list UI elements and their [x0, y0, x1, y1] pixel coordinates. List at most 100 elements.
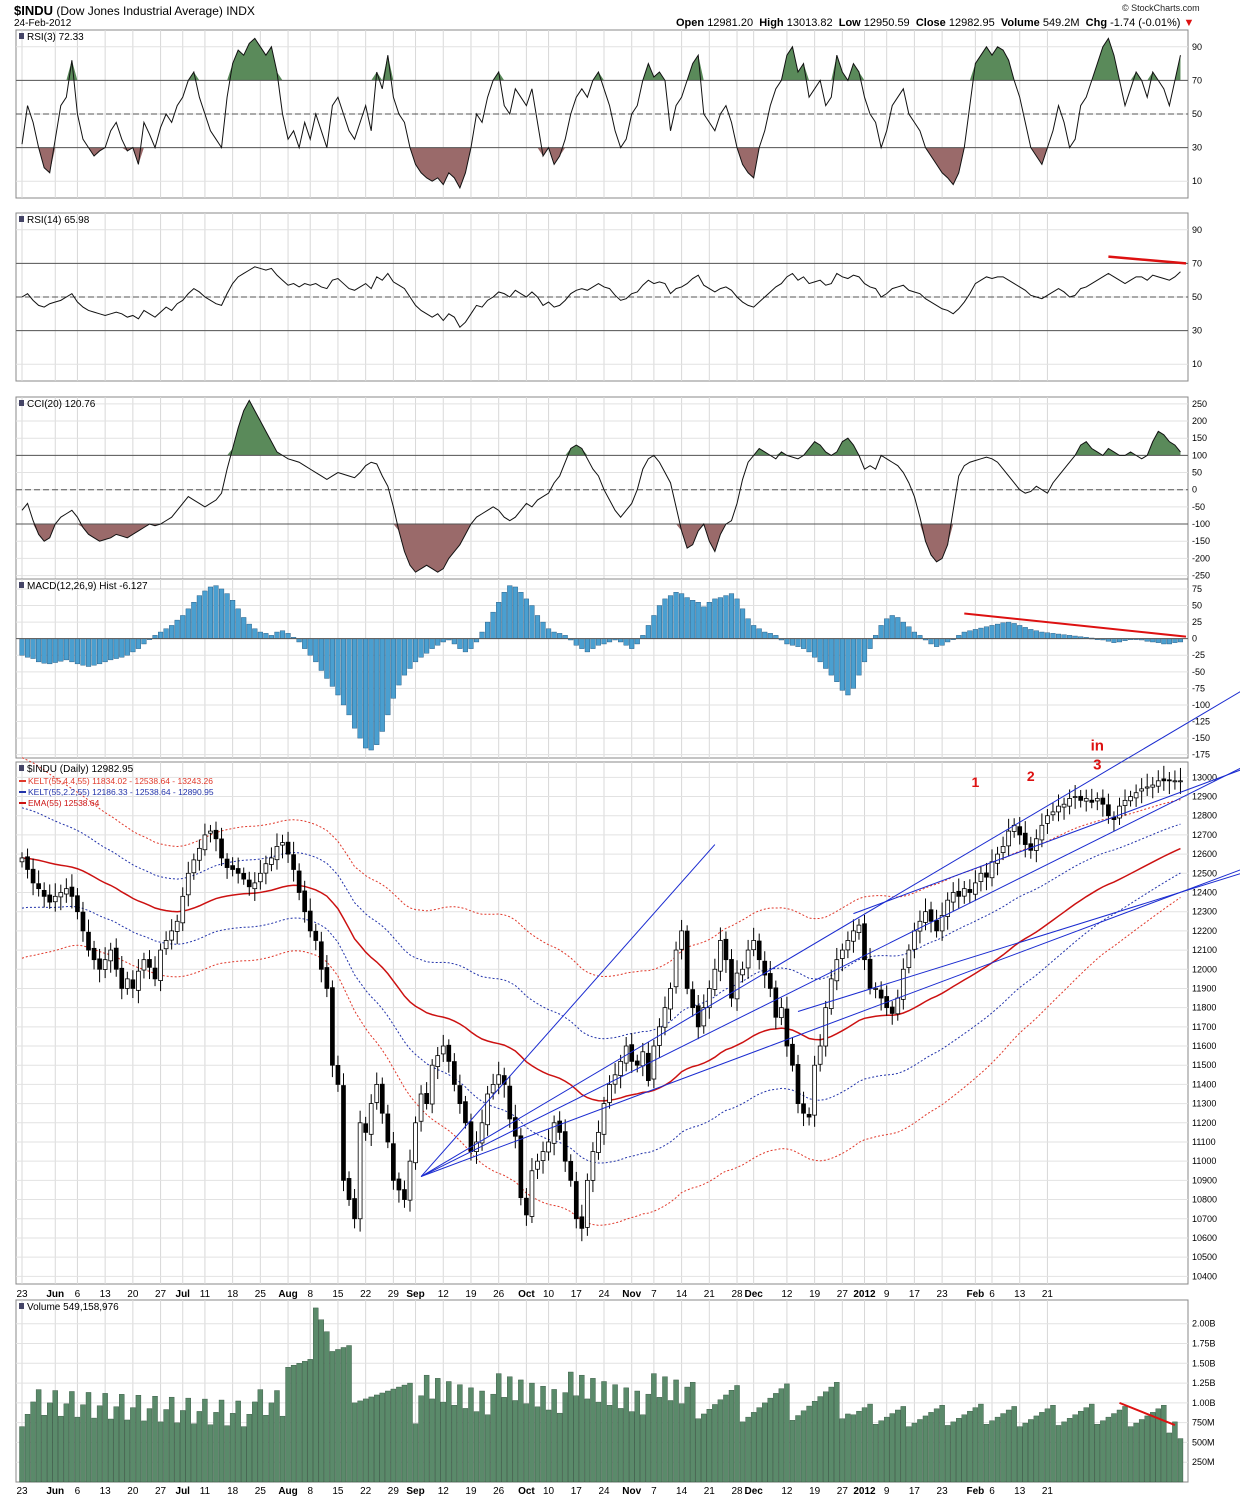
macd-hist-bar	[823, 638, 829, 669]
volume-bar	[1177, 1438, 1184, 1483]
price-candle-body	[973, 882, 978, 895]
macd-hist-bar	[379, 638, 385, 732]
price-x-tick-label: 27	[155, 1289, 167, 1300]
price-candle-body	[208, 830, 213, 834]
chart-title: $INDU (Dow Jones Industrial Average) IND…	[14, 3, 255, 18]
price-ytick-label: 10800	[1192, 1195, 1217, 1205]
volume-bar	[950, 1421, 956, 1483]
macd-hist-bar	[374, 638, 380, 745]
price-candle-body	[646, 1052, 651, 1081]
macd-hist-bar	[36, 638, 42, 663]
macd-hist-bar	[983, 626, 990, 639]
macd-ytick-label: -100	[1192, 700, 1210, 710]
macd-hist-bar	[978, 627, 984, 639]
volume-bar	[823, 1391, 829, 1483]
rsi3-oversold-fill	[22, 147, 1181, 188]
volume-x-tick-label: Oct	[518, 1486, 535, 1497]
cci20-title: CCI(20) 120.76	[27, 399, 96, 410]
macd-hist-bar	[97, 638, 103, 665]
macd-hist-bar	[856, 638, 862, 676]
macd-hist-bar	[584, 638, 590, 653]
ema-line	[21, 847, 1181, 1102]
macd-hist-bar	[795, 638, 801, 647]
volume-x-tick-label: 21	[1042, 1486, 1054, 1497]
price-candle-body	[989, 861, 995, 879]
symbol: $INDU	[14, 3, 54, 18]
volume-bar	[573, 1395, 579, 1483]
macd-hist-bar	[895, 617, 901, 639]
macd-hist-bar	[695, 602, 701, 639]
volume-x-tick-label: Feb	[966, 1486, 984, 1497]
price-x-tick-label: 17	[909, 1289, 921, 1300]
volume-bar	[501, 1397, 507, 1483]
volume-title-group: Volume 549,158,976	[19, 1302, 119, 1313]
price-candle-body	[828, 978, 834, 1010]
price-x-tick-label: 12	[438, 1289, 450, 1300]
volume-bar	[750, 1412, 757, 1483]
volume-bar	[568, 1371, 574, 1483]
macd-hist-bar	[900, 621, 906, 639]
volume-x-tick-label: 11	[200, 1486, 211, 1497]
price-candle-body	[147, 959, 152, 968]
volume-ytick-label: 1.25B	[1192, 1378, 1216, 1388]
rsi3-ytick-label: 30	[1192, 143, 1202, 153]
price-title-group: $INDU (Daily) 12982.95	[19, 764, 134, 775]
price-candle-body	[413, 1122, 418, 1164]
rsi14-ytick-label: 90	[1192, 225, 1202, 235]
volume-bar	[412, 1423, 419, 1483]
macd-hist-bar	[218, 588, 225, 639]
volume-bar	[168, 1396, 175, 1483]
volume-bar	[1044, 1408, 1051, 1483]
volume-bar	[185, 1397, 191, 1483]
price-ytick-label: 11100	[1192, 1137, 1216, 1147]
volume-bar	[379, 1392, 385, 1483]
price-candle-body	[136, 970, 141, 991]
volume-bar	[595, 1401, 602, 1483]
macd-hist-bar	[629, 638, 635, 649]
price-candle-body	[213, 829, 219, 840]
volume-ytick-label: 1.50B	[1192, 1358, 1216, 1368]
volume-x-tick-label: 29	[388, 1486, 400, 1497]
macd-hist-bar	[19, 638, 25, 656]
price-x-tick-label: 14	[676, 1289, 688, 1300]
price-candle-body	[568, 1160, 574, 1181]
macd-hist-bar	[523, 598, 529, 639]
price-ytick-label: 11700	[1192, 1022, 1216, 1032]
price-x-tick-label: 23	[16, 1289, 28, 1300]
price-x-tick-label: 13	[100, 1289, 112, 1300]
volume-bar	[1000, 1413, 1006, 1483]
macd-hist-bar	[1055, 633, 1062, 639]
macd-hist-bar	[850, 638, 856, 689]
volume-bar	[146, 1408, 153, 1483]
price-x-tick-label: 24	[598, 1289, 610, 1300]
macd-hist-bar	[30, 638, 36, 659]
volume-bar	[418, 1395, 424, 1483]
rsi3-title-icon	[19, 33, 24, 39]
macd-hist-bar	[74, 638, 80, 665]
volume-bar	[301, 1361, 308, 1483]
volume-bar	[47, 1402, 53, 1483]
price-candle-body	[1139, 788, 1144, 792]
macd-hist-bar	[479, 631, 485, 639]
price-candle-body	[440, 1045, 446, 1055]
volume-x-tick-label: Jun	[46, 1486, 64, 1497]
macd-hist-bar	[651, 615, 657, 639]
volume-bar	[1089, 1403, 1095, 1483]
price-candle-body	[230, 865, 235, 870]
volume-bar	[562, 1392, 568, 1483]
macd-hist-bar	[911, 631, 917, 639]
macd-hist-bar	[806, 638, 812, 653]
price-candle-body	[1128, 796, 1133, 802]
macd-hist-bar	[457, 638, 463, 649]
volume-bar	[1166, 1432, 1173, 1483]
price-x-tick-label: 19	[809, 1289, 821, 1300]
macd-hist-bar	[63, 638, 69, 661]
macd-hist-bar	[507, 585, 513, 639]
volume-bar	[207, 1424, 214, 1483]
volume-bar	[994, 1416, 1001, 1483]
volume-x-tick-label: 9	[884, 1486, 890, 1497]
price-candle-body	[169, 930, 174, 941]
volume-bar	[617, 1408, 624, 1483]
chg-label: Chg	[1085, 17, 1108, 29]
price-candle-body	[1178, 780, 1183, 783]
